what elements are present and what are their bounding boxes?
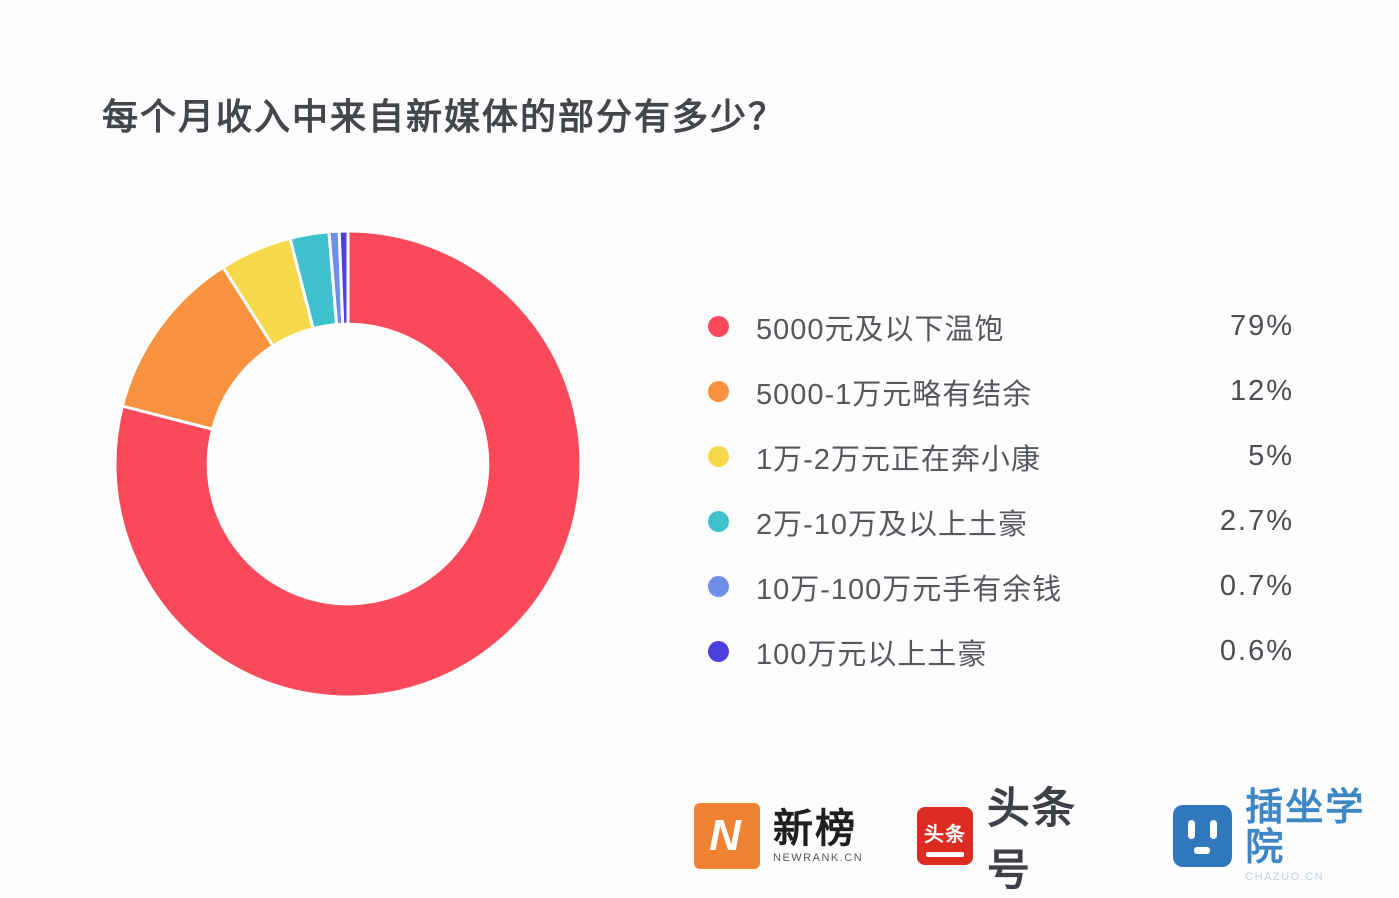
legend-label: 10万-100万元手有余钱 (756, 573, 1063, 606)
legend-item: 1万-2万元正在奔小康 5% (708, 424, 1294, 489)
legend-label: 5000-1万元略有结余 (756, 378, 1033, 411)
legend-label: 2万-10万及以上土豪 (756, 508, 1029, 541)
legend-value: 0.6% (1219, 635, 1294, 667)
legend-dot-icon (708, 381, 729, 402)
legend-label: 1万-2万元正在奔小康 (756, 443, 1041, 476)
legend-label: 100万元以上土豪 (756, 638, 988, 671)
chazuo-logo-subtext: CHAZUO.CN (1245, 871, 1325, 884)
legend-label: 5000元及以下温饱 (756, 313, 1005, 346)
legend-value: 5% (1248, 440, 1294, 472)
legend-item: 100万元以上土豪 0.6% (708, 619, 1294, 684)
chazuo-icon-right-eye (1210, 820, 1218, 839)
chart-legend: 5000元及以下温饱 79% 5000-1万元略有结余 12% 1万-2万元正在… (708, 294, 1294, 684)
chazuo-logo-name: 插坐学院 (1245, 786, 1366, 869)
newrank-logo-name: 新榜 (773, 807, 857, 851)
chazuo-icon-left-eye (1187, 820, 1195, 839)
chazuo-logo: 插坐学院 CHAZUO.CN (1172, 786, 1399, 884)
footer-logos: N 新榜 NEWRANK.CN 头条 头条号 插坐学院 CHAZUO.CN (694, 774, 1399, 898)
toutiao-icon-bar (926, 852, 964, 857)
legend-value: 0.7% (1219, 570, 1294, 602)
legend-value: 2.7% (1219, 505, 1294, 537)
newrank-logo-icon: N (694, 803, 760, 869)
chazuo-icon-mouth (1194, 847, 1211, 854)
donut-chart-svg (113, 229, 583, 699)
toutiao-logo-name: 头条号 (986, 785, 1077, 895)
chazuo-logo-icon (1172, 805, 1233, 867)
legend-item: 5000元及以下温饱 79% (708, 294, 1294, 359)
donut-slice (113, 229, 583, 699)
legend-dot-icon (708, 641, 729, 662)
toutiao-logo-icon: 头条 (917, 807, 973, 865)
newrank-icon-letter: N (709, 811, 741, 860)
legend-item: 2万-10万及以上土豪 2.7% (708, 489, 1294, 554)
newrank-logo: N 新榜 NEWRANK.CN (694, 803, 863, 869)
legend-value: 79% (1229, 310, 1294, 342)
donut-slice (337, 229, 350, 326)
legend-value: 12% (1229, 375, 1294, 407)
toutiao-logo: 头条 头条号 (917, 774, 1116, 898)
legend-dot-icon (708, 316, 729, 337)
donut-chart (112, 228, 584, 700)
legend-dot-icon (708, 446, 729, 467)
legend-item: 5000-1万元略有结余 12% (708, 359, 1294, 424)
legend-dot-icon (708, 511, 729, 532)
page-title: 每个月收入中来自新媒体的部分有多少？ (102, 96, 787, 137)
legend-item: 10万-100万元手有余钱 0.7% (708, 554, 1294, 619)
toutiao-icon-text: 头条 (924, 823, 967, 846)
legend-dot-icon (708, 576, 729, 597)
newrank-logo-subtext: NEWRANK.CN (773, 852, 864, 864)
